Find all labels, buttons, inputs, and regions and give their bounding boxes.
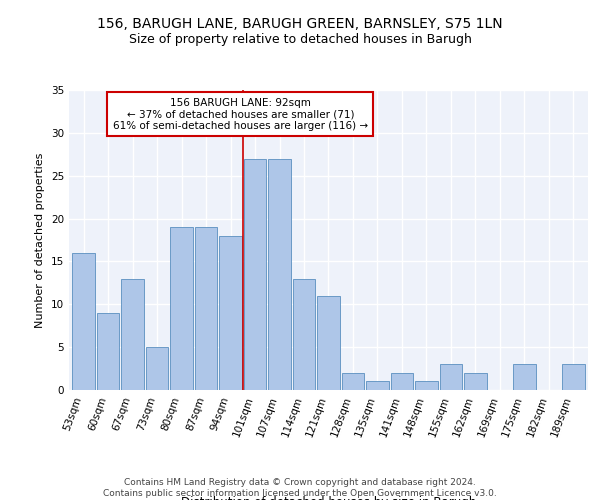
Text: 156, BARUGH LANE, BARUGH GREEN, BARNSLEY, S75 1LN: 156, BARUGH LANE, BARUGH GREEN, BARNSLEY… (97, 18, 503, 32)
Bar (415, 382, 437, 390)
Bar (121, 278, 144, 390)
Bar (97, 313, 119, 390)
Bar (170, 227, 193, 390)
Bar (293, 278, 315, 390)
Y-axis label: Number of detached properties: Number of detached properties (35, 152, 46, 328)
Bar (244, 158, 266, 390)
Bar (268, 158, 291, 390)
Text: 156 BARUGH LANE: 92sqm
← 37% of detached houses are smaller (71)
61% of semi-det: 156 BARUGH LANE: 92sqm ← 37% of detached… (113, 98, 368, 130)
Bar (366, 382, 389, 390)
Bar (391, 373, 413, 390)
Bar (440, 364, 462, 390)
Bar (317, 296, 340, 390)
Text: Size of property relative to detached houses in Barugh: Size of property relative to detached ho… (128, 32, 472, 46)
Bar (342, 373, 364, 390)
Bar (464, 373, 487, 390)
Bar (146, 347, 169, 390)
Bar (195, 227, 217, 390)
Bar (220, 236, 242, 390)
Bar (73, 253, 95, 390)
Bar (562, 364, 584, 390)
Text: Contains HM Land Registry data © Crown copyright and database right 2024.
Contai: Contains HM Land Registry data © Crown c… (103, 478, 497, 498)
Bar (513, 364, 536, 390)
X-axis label: Distribution of detached houses by size in Barugh: Distribution of detached houses by size … (181, 496, 476, 500)
